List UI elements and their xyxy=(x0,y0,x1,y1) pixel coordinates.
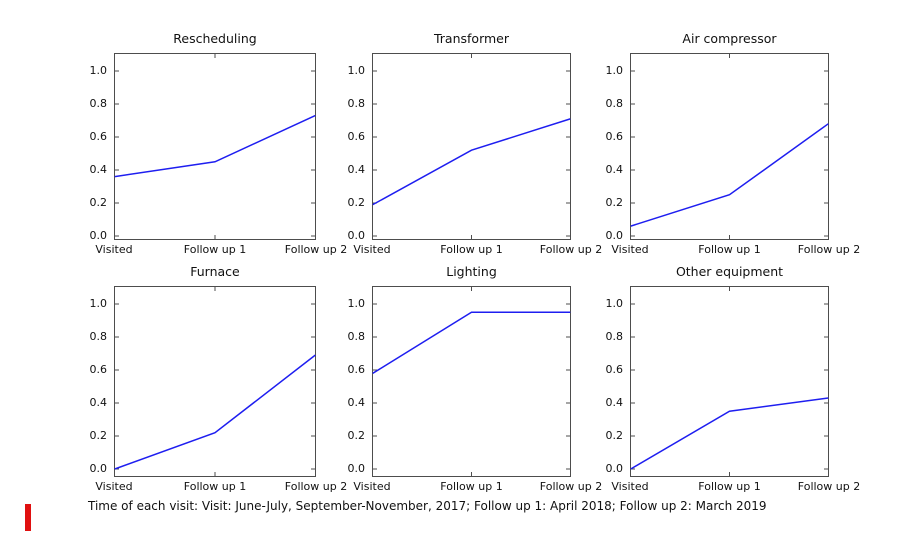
axes-frame xyxy=(630,286,829,477)
y-tick-label: 0.4 xyxy=(89,163,108,176)
x-tick-label: Follow up 2 xyxy=(284,480,348,493)
subplot-title: Lighting xyxy=(446,264,497,279)
x-tick-label: Visited xyxy=(611,243,649,256)
axes-area xyxy=(114,53,316,240)
subplot-title: Transformer xyxy=(433,31,509,46)
y-tick-label: 0.8 xyxy=(605,97,624,110)
x-tick-label: Follow up 1 xyxy=(440,243,503,256)
y-tick-label: 0.6 xyxy=(605,130,624,143)
subplot-furnace: Furnace 0.0 0.2 0.4 0.6 0.8 1.0 Visited Follow … xyxy=(90,264,348,493)
y-tick-label: 0.0 xyxy=(347,229,366,242)
subplot-air-compressor: Air compressor 0.0 0.2 0.4 0.6 0.8 1.0 Visited… xyxy=(606,31,861,256)
y-tick-label: 1.0 xyxy=(347,64,366,77)
subplot-rescheduling: Rescheduling 0.0 0.2 0.4 0.6 0.8 1.0 Visited Fo… xyxy=(90,31,348,256)
axes-frame xyxy=(372,53,571,240)
axes-frame xyxy=(114,53,316,240)
axes-area xyxy=(372,286,571,477)
y-tick-label: 0.4 xyxy=(605,396,624,409)
axes-area xyxy=(630,286,829,477)
y-tick-label: 0.2 xyxy=(347,196,366,209)
plot-line xyxy=(630,397,829,470)
x-tick-label: Follow up 2 xyxy=(539,243,603,256)
y-tick-label: 1.0 xyxy=(89,64,108,77)
x-tick-label: Follow up 2 xyxy=(797,243,861,256)
y-tick-label: 0.8 xyxy=(347,330,366,343)
plot-line xyxy=(114,354,316,470)
axes-frame xyxy=(114,286,316,477)
subplot-transformer: Transformer 0.0 0.2 0.4 0.6 0.8 1.0 Visited Fol… xyxy=(348,31,603,256)
y-tick-label: 0.0 xyxy=(347,462,366,475)
x-tick-label: Follow up 1 xyxy=(183,243,247,256)
plot-line xyxy=(372,118,571,206)
x-tick-label: Visited xyxy=(95,243,133,256)
axes-frame xyxy=(372,286,571,477)
x-tick-label: Follow up 2 xyxy=(284,243,348,256)
y-tick-label: 0.0 xyxy=(89,462,108,475)
y-tick-label: 0.4 xyxy=(605,163,624,176)
plot-line xyxy=(114,114,316,178)
axes-area xyxy=(114,286,316,477)
axes-area xyxy=(630,53,829,240)
x-tick-label: Visited xyxy=(611,480,649,493)
y-tick-label: 0.8 xyxy=(89,97,108,110)
y-tick-label: 0.2 xyxy=(89,196,108,209)
x-tick-label: Follow up 2 xyxy=(797,480,861,493)
y-tick-label: 1.0 xyxy=(347,297,366,310)
x-tick-label: Follow up 1 xyxy=(698,480,761,493)
plot-line xyxy=(372,311,571,374)
y-tick-label: 0.0 xyxy=(605,462,624,475)
x-tick-label: Visited xyxy=(95,480,133,493)
y-tick-label: 0.6 xyxy=(347,363,366,376)
x-tick-label: Visited xyxy=(353,480,391,493)
y-tick-label: 1.0 xyxy=(89,297,108,310)
axes-frame xyxy=(630,53,829,240)
subplot-title: Furnace xyxy=(190,264,240,279)
figure-caption: Time of each visit: Visit: June-July, Se… xyxy=(88,499,767,513)
y-tick-label: 1.0 xyxy=(605,64,624,77)
y-tick-label: 0.8 xyxy=(347,97,366,110)
x-tick-label: Visited xyxy=(353,243,391,256)
subplot-title: Other equipment xyxy=(675,264,784,279)
y-tick-label: 0.6 xyxy=(89,363,108,376)
y-tick-label: 0.6 xyxy=(605,363,624,376)
y-tick-label: 0.4 xyxy=(347,163,366,176)
x-tick-label: Follow up 1 xyxy=(698,243,761,256)
plot-line xyxy=(630,123,829,227)
y-tick-label: 0.6 xyxy=(89,130,108,143)
x-tick-label: Follow up 2 xyxy=(539,480,603,493)
y-tick-label: 0.4 xyxy=(347,396,366,409)
y-tick-label: 0.0 xyxy=(89,229,108,242)
subplot-title: Rescheduling xyxy=(173,31,257,46)
y-tick-label: 0.2 xyxy=(347,429,366,442)
y-tick-label: 0.6 xyxy=(347,130,366,143)
subplot-title: Air compressor xyxy=(682,31,777,46)
y-tick-label: 0.4 xyxy=(89,396,108,409)
y-tick-label: 0.0 xyxy=(605,229,624,242)
x-tick-label: Follow up 1 xyxy=(440,480,503,493)
red-marker xyxy=(25,504,31,531)
axes-area xyxy=(372,53,571,240)
y-tick-label: 0.8 xyxy=(89,330,108,343)
y-tick-label: 0.2 xyxy=(89,429,108,442)
y-tick-label: 0.2 xyxy=(605,429,624,442)
subplot-lighting: Lighting 0.0 0.2 0.4 0.6 0.8 1.0 Visited Follow… xyxy=(348,264,603,493)
x-tick-label: Follow up 1 xyxy=(183,480,247,493)
subplot-other-equipment: Other equipment 0.0 0.2 0.4 0.6 0.8 1.0 Visite… xyxy=(606,264,861,493)
y-tick-label: 1.0 xyxy=(605,297,624,310)
y-tick-label: 0.8 xyxy=(605,330,624,343)
y-tick-label: 0.2 xyxy=(605,196,624,209)
